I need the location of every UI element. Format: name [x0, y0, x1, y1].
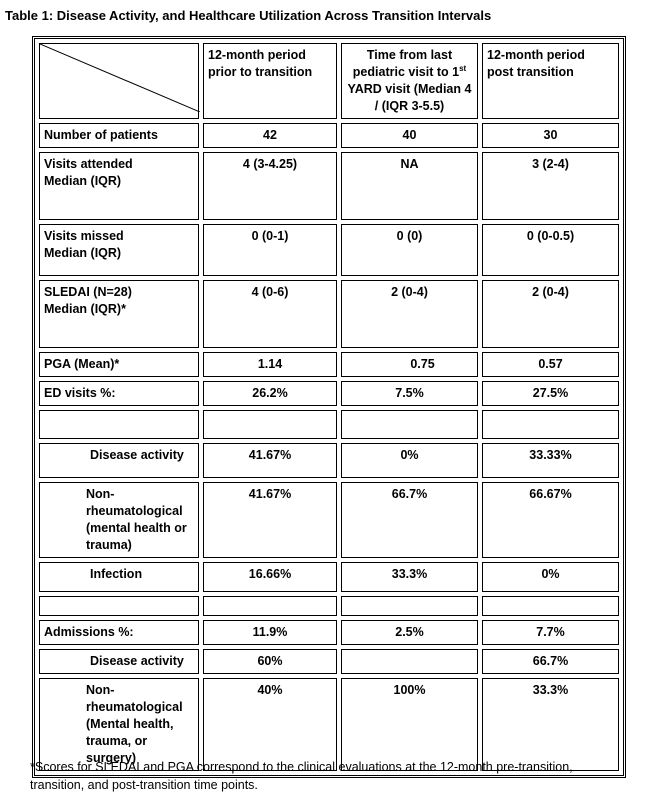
table-cell: 40% — [203, 678, 337, 771]
table-cell: NA — [341, 152, 478, 220]
table-cell — [482, 596, 619, 616]
table-cell: 11.9% — [203, 620, 337, 645]
table-cell: 26.2% — [203, 381, 337, 406]
diagonal-line — [40, 44, 200, 112]
corner-cell — [39, 43, 200, 119]
table-row: Disease activity 41.67% 0% 33.33% — [39, 443, 619, 478]
table-cell: 33.3% — [341, 562, 478, 592]
table-row: Non-rheumatological (Mental health, trau… — [39, 678, 619, 771]
table-cell: 66.7% — [482, 649, 619, 674]
table: 12-month period prior to transition Time… — [32, 36, 626, 778]
table-cell: Disease activity — [39, 443, 199, 478]
table-cell: 2 (0-4) — [482, 280, 619, 348]
table-cell: 12-month period post transition — [482, 43, 619, 119]
table-cell: 30 — [482, 123, 619, 148]
table-cell: ED visits %: — [39, 381, 199, 406]
cell-text: YARD visit (Median 4 / (IQR 3-5.5) — [347, 82, 472, 113]
table-cell: 0.75 — [341, 352, 478, 377]
table-cell: 3 (2-4) — [482, 152, 619, 220]
table-cell: 100% — [341, 678, 478, 771]
table-cell: Visits missed Median (IQR) — [39, 224, 199, 276]
table-cell: 0.57 — [482, 352, 619, 377]
footnote: *Scores for SLEDAI and PGA correspond to… — [30, 760, 573, 792]
table-row: Infection 16.66% 33.3% 0% — [39, 562, 619, 592]
table-cell: 2 (0-4) — [341, 280, 478, 348]
table-row: Disease activity 60% 66.7% — [39, 649, 619, 674]
table-cell: 4 (3-4.25) — [203, 152, 337, 220]
table-cell — [482, 410, 619, 439]
table-row: PGA (Mean)* 1.14 0.75 0.57 — [39, 352, 619, 377]
table-cell: 12-month period prior to transition — [203, 43, 337, 119]
table-cell: 41.67% — [203, 443, 337, 478]
table-cell: PGA (Mean)* — [39, 352, 199, 377]
table-cell: 27.5% — [482, 381, 619, 406]
table-cell: Number of patients — [39, 123, 199, 148]
table-row: Non-rheumatological (mental health or tr… — [39, 482, 619, 558]
table-row: SLEDAI (N=28) Median (IQR)* 4 (0-6) 2 (0-4… — [39, 280, 619, 348]
cell-text: Time from last pediatric visit to 1 — [352, 48, 460, 79]
table-cell: 40 — [341, 123, 478, 148]
table-cell: 0 (0-0.5) — [482, 224, 619, 276]
table-row — [39, 410, 619, 439]
table-cell: 33.3% — [482, 678, 619, 771]
table-cell: 41.67% — [203, 482, 337, 558]
table-cell — [341, 596, 478, 616]
table-row: Visits missed Median (IQR) 0 (0-1) 0 (0) 0 … — [39, 224, 619, 276]
table-cell: Time from last pediatric visit to 1st YA… — [341, 43, 478, 119]
table-cell: 66.67% — [482, 482, 619, 558]
table-cell: 0% — [482, 562, 619, 592]
table-cell — [203, 410, 337, 439]
cell-text: st — [459, 63, 467, 73]
table-cell: Non-rheumatological (mental health or tr… — [39, 482, 199, 558]
table-cell: 0% — [341, 443, 478, 478]
table-cell: SLEDAI (N=28) Median (IQR)* — [39, 280, 199, 348]
table-cell: 2.5% — [341, 620, 478, 645]
table-row — [39, 596, 619, 616]
table-cell: 66.7% — [341, 482, 478, 558]
table-cell: Visits attended Median (IQR) — [39, 152, 199, 220]
table-cell: 0 (0) — [341, 224, 478, 276]
table-row: Visits attended Median (IQR) 4 (3-4.25) NA… — [39, 152, 619, 220]
table-cell — [341, 410, 478, 439]
table-cell: 33.33% — [482, 443, 619, 478]
table-row: Number of patients 42 40 30 — [39, 123, 619, 148]
table-row: 12-month period prior to transition Time… — [39, 43, 619, 119]
table-cell: 60% — [203, 649, 337, 674]
table-row: Admissions %: 11.9% 2.5% 7.7% — [39, 620, 619, 645]
table-cell: 7.5% — [341, 381, 478, 406]
table-cell — [39, 596, 199, 616]
table-cell: Admissions %: — [39, 620, 199, 645]
table-cell: 1.14 — [203, 352, 337, 377]
table-cell — [39, 410, 199, 439]
table-cell: 0 (0-1) — [203, 224, 337, 276]
table-cell: 42 — [203, 123, 337, 148]
table-cell: 7.7% — [482, 620, 619, 645]
table-title: Table 1: Disease Activity, and Healthcar… — [5, 8, 492, 23]
table-cell — [203, 596, 337, 616]
table-cell: Disease activity — [39, 649, 199, 674]
table-cell: Non-rheumatological (Mental health, trau… — [39, 678, 199, 771]
table-cell: 16.66% — [203, 562, 337, 592]
table-cell: Infection — [39, 562, 199, 592]
table-cell — [341, 649, 478, 674]
table-cell: 4 (0-6) — [203, 280, 337, 348]
table-row: ED visits %: 26.2% 7.5% 27.5% — [39, 381, 619, 406]
diagonal — [40, 44, 200, 112]
